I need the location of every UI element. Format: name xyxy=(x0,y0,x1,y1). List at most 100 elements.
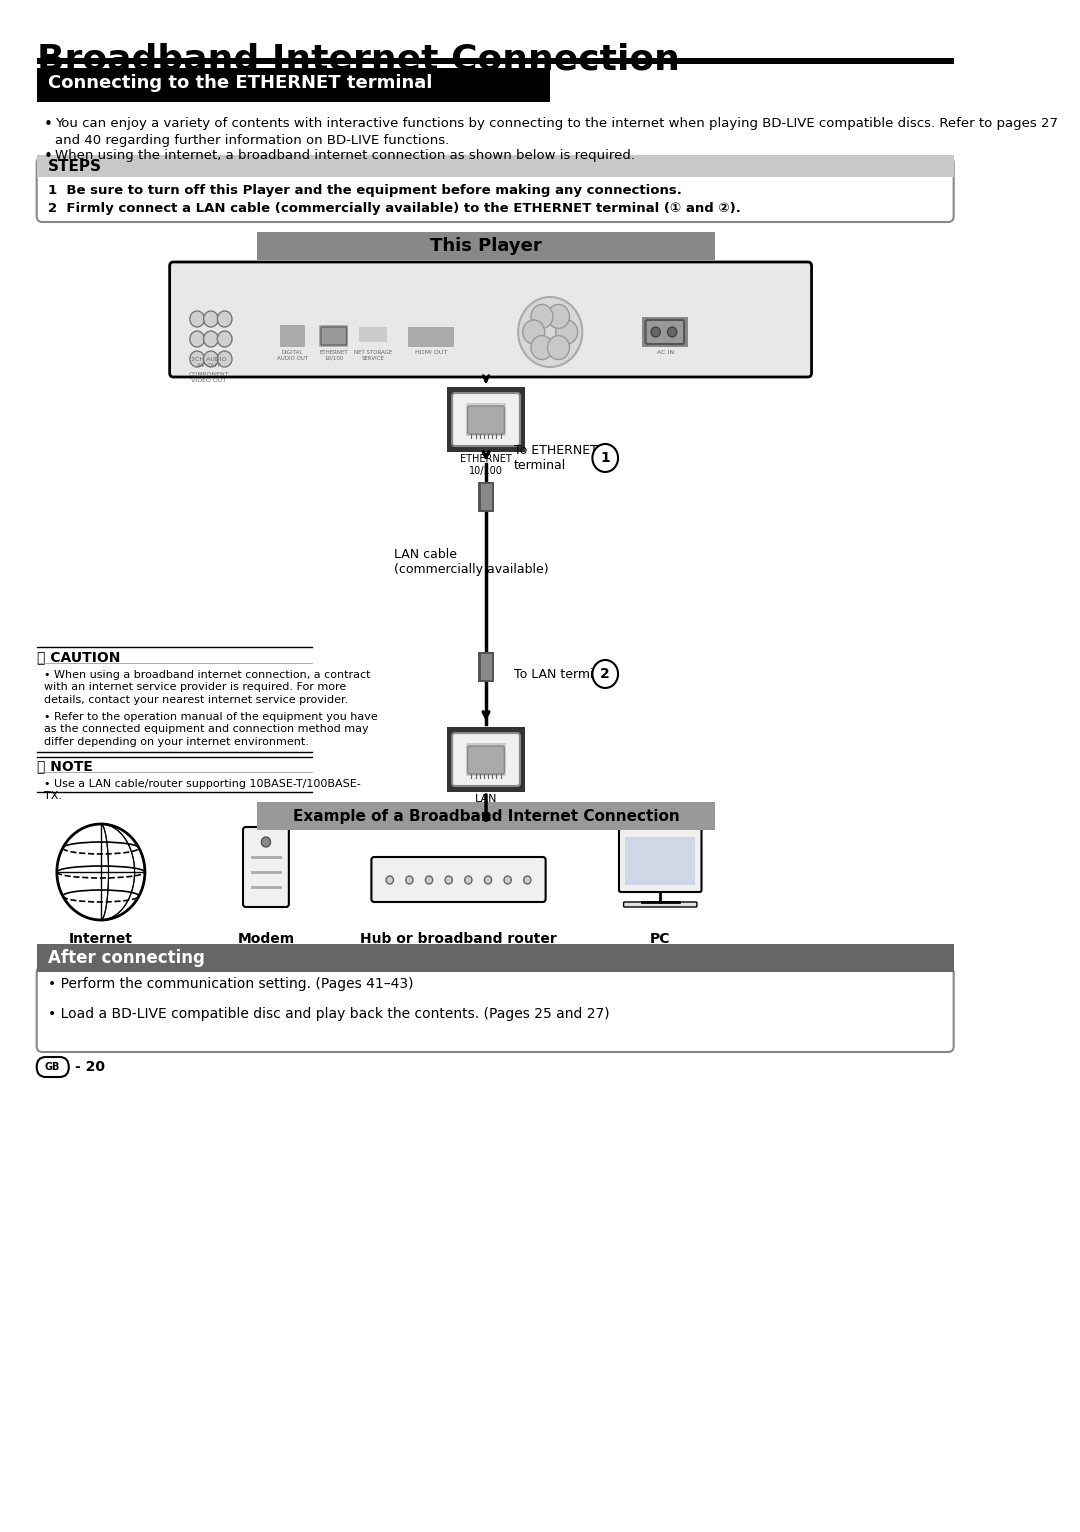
Circle shape xyxy=(548,336,569,360)
FancyBboxPatch shape xyxy=(468,406,504,434)
Circle shape xyxy=(556,320,578,345)
Text: 1: 1 xyxy=(600,450,610,466)
FancyBboxPatch shape xyxy=(37,967,954,1052)
Text: 2CH AUDIO
AV OUT: 2CH AUDIO AV OUT xyxy=(191,357,227,368)
Text: NET STORAGE
SERVICE: NET STORAGE SERVICE xyxy=(354,349,392,362)
Text: STEPS: STEPS xyxy=(48,158,102,173)
Circle shape xyxy=(217,331,232,348)
Circle shape xyxy=(523,320,544,345)
Circle shape xyxy=(261,836,270,847)
Text: Modem: Modem xyxy=(238,931,295,945)
Bar xyxy=(37,67,550,103)
Text: •: • xyxy=(44,149,53,164)
Circle shape xyxy=(518,297,582,368)
Text: - 20: - 20 xyxy=(76,1060,105,1074)
Text: Example of a Broadband Internet Connection: Example of a Broadband Internet Connecti… xyxy=(293,809,679,824)
Bar xyxy=(447,388,526,452)
Text: LAN: LAN xyxy=(475,794,497,804)
Text: 2  Firmly connect a LAN cable (commercially available) to the ETHERNET terminal : 2 Firmly connect a LAN cable (commercial… xyxy=(48,202,741,214)
Circle shape xyxy=(548,305,569,328)
FancyBboxPatch shape xyxy=(453,732,519,786)
Circle shape xyxy=(190,331,204,348)
Circle shape xyxy=(406,876,413,884)
Text: HDMI OUT: HDMI OUT xyxy=(415,349,447,355)
Circle shape xyxy=(464,876,472,884)
Circle shape xyxy=(386,876,393,884)
Circle shape xyxy=(531,305,553,328)
Circle shape xyxy=(667,326,677,337)
Text: AC IN: AC IN xyxy=(658,349,674,355)
Circle shape xyxy=(593,444,618,472)
FancyBboxPatch shape xyxy=(372,856,545,902)
Text: Hub or broadband router: Hub or broadband router xyxy=(360,931,557,945)
Circle shape xyxy=(203,331,218,348)
Circle shape xyxy=(484,876,491,884)
Bar xyxy=(257,231,715,260)
Text: Connecting to the ETHERNET terminal: Connecting to the ETHERNET terminal xyxy=(48,74,432,92)
FancyBboxPatch shape xyxy=(321,326,347,345)
Circle shape xyxy=(217,351,232,368)
Bar xyxy=(360,326,387,342)
Circle shape xyxy=(531,336,553,360)
Circle shape xyxy=(217,311,232,326)
Bar xyxy=(37,944,954,971)
FancyBboxPatch shape xyxy=(646,320,684,345)
Text: 2: 2 xyxy=(600,666,610,682)
Text: DIGITAL
AUDIO OUT: DIGITAL AUDIO OUT xyxy=(276,349,308,362)
Bar xyxy=(481,484,491,510)
Bar xyxy=(280,325,306,348)
Bar xyxy=(465,403,507,437)
FancyBboxPatch shape xyxy=(170,262,811,377)
Circle shape xyxy=(504,876,511,884)
Text: GB: GB xyxy=(44,1062,60,1072)
Text: • When using a broadband internet connection, a contract
with an internet servic: • When using a broadband internet connec… xyxy=(44,669,370,705)
Text: ETHERNET
10/100: ETHERNET 10/100 xyxy=(320,349,348,362)
Text: When using the internet, a broadband internet connection as shown below is requi: When using the internet, a broadband int… xyxy=(55,149,635,162)
Text: • Perform the communication setting. (Pages 41–43): • Perform the communication setting. (Pa… xyxy=(48,977,414,991)
Text: • Load a BD-LIVE compatible disc and play back the contents. (Pages 25 and 27): • Load a BD-LIVE compatible disc and pla… xyxy=(48,1007,609,1020)
Text: To LAN terminal: To LAN terminal xyxy=(513,668,612,680)
Circle shape xyxy=(445,876,453,884)
Text: • Refer to the operation manual of the equipment you have
as the connected equip: • Refer to the operation manual of the e… xyxy=(44,712,378,746)
Text: You can enjoy a variety of contents with interactive functions by connecting to : You can enjoy a variety of contents with… xyxy=(55,116,1058,147)
Bar xyxy=(408,326,454,348)
Text: To ETHERNET
terminal: To ETHERNET terminal xyxy=(513,444,597,472)
Circle shape xyxy=(651,326,660,337)
Bar xyxy=(481,654,491,680)
Bar xyxy=(625,836,696,885)
Text: 1  Be sure to turn off this Player and the equipment before making any connectio: 1 Be sure to turn off this Player and th… xyxy=(48,184,681,198)
Circle shape xyxy=(593,660,618,688)
Bar xyxy=(37,58,954,64)
Text: COMPONENT
VIDEO OUT: COMPONENT VIDEO OUT xyxy=(189,372,229,383)
Circle shape xyxy=(203,351,218,368)
Text: 🖐 CAUTION: 🖐 CAUTION xyxy=(37,650,120,663)
Circle shape xyxy=(190,311,204,326)
Circle shape xyxy=(57,824,145,921)
Text: ETHERNET
10/100: ETHERNET 10/100 xyxy=(460,453,512,475)
Text: PC: PC xyxy=(650,931,671,945)
FancyBboxPatch shape xyxy=(37,156,954,222)
Bar xyxy=(642,317,688,348)
Circle shape xyxy=(524,876,531,884)
FancyBboxPatch shape xyxy=(453,394,519,446)
Text: This Player: This Player xyxy=(430,237,542,254)
FancyBboxPatch shape xyxy=(619,827,702,892)
Bar xyxy=(477,653,495,682)
FancyBboxPatch shape xyxy=(37,1057,69,1077)
FancyBboxPatch shape xyxy=(243,827,288,907)
FancyBboxPatch shape xyxy=(623,902,697,907)
Bar xyxy=(465,743,507,777)
Text: • Use a LAN cable/router supporting 10BASE-T/100BASE-
TX.: • Use a LAN cable/router supporting 10BA… xyxy=(44,778,361,801)
Bar xyxy=(477,483,495,512)
Circle shape xyxy=(426,876,433,884)
Circle shape xyxy=(190,351,204,368)
Circle shape xyxy=(203,311,218,326)
Text: After connecting: After connecting xyxy=(48,948,204,967)
Text: Internet: Internet xyxy=(69,931,133,945)
Bar xyxy=(447,728,526,792)
Bar xyxy=(319,325,349,348)
Text: LAN cable
(commercially available): LAN cable (commercially available) xyxy=(394,548,549,576)
FancyBboxPatch shape xyxy=(468,746,504,774)
Bar xyxy=(37,155,954,178)
Text: •: • xyxy=(44,116,53,132)
